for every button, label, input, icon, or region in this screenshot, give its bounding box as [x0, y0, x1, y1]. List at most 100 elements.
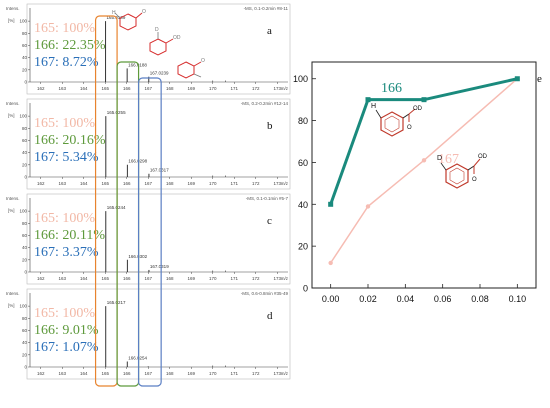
series-167-label: 167 [438, 152, 459, 167]
plot-frame [311, 61, 537, 289]
x-tick-label: 169 [187, 181, 195, 186]
panel-letter: b [267, 120, 273, 132]
x-tick-label: 166 [123, 181, 131, 186]
panel-letter: a [267, 25, 272, 37]
x-tick-label: 168 [166, 86, 174, 91]
y-tick-label: 100 [19, 304, 27, 309]
panel-letter: c [267, 215, 272, 227]
isotope-ratio-label: 166: 22.35% [34, 38, 106, 53]
peak-label: 167.0239 [150, 71, 169, 76]
y-tick-label: 0 [24, 80, 27, 85]
spectrum-header: -MS, 0.1-0.1min #5-7 [246, 196, 289, 201]
x-tick-label: 166 [123, 276, 131, 281]
x-tick-label: 163 [58, 86, 66, 91]
y-tick-label: 40 [22, 150, 28, 155]
x-tick-label: 0.06 [434, 294, 452, 304]
y-tick-label: 60 [298, 158, 308, 168]
y-tick-label: 100 [293, 74, 308, 84]
molecule-166-hd-icon: H OD O [371, 103, 423, 137]
molecule-166-icon: OD D [149, 27, 181, 56]
series-166-point [365, 97, 371, 103]
x-tick-label: 167 [144, 181, 152, 186]
spectrum-panel-d: Intens. [%] -MS, 0.6-0.8min #35-49 0 20 40 60 8… [6, 288, 291, 380]
y-axis-title: Intens. [6, 196, 20, 201]
box-165 [94, 15, 118, 387]
x-tick-label: 169 [187, 86, 195, 91]
y-axis-title: Intens. [6, 101, 20, 106]
isotope-ratio-label: 165: 100% [34, 21, 95, 36]
peak-label: 165.0217 [107, 300, 126, 305]
x-tick-label: 168 [166, 371, 174, 376]
x-tick-label: 173 [273, 371, 281, 376]
x-tick-label: 172 [252, 86, 260, 91]
isotope-ratio-label: 165: 100% [34, 116, 95, 131]
x-tick-label: 173 [273, 86, 281, 91]
series-167-line [330, 78, 518, 264]
d-atom-label: D [437, 155, 442, 162]
x-tick-label: 173 [273, 181, 281, 186]
x-tick-label: 171 [230, 86, 238, 91]
y-axis-unit: [%] [8, 18, 15, 23]
od-atom-label: OD [478, 154, 488, 160]
x-tick-label: 162 [37, 276, 45, 281]
spectrum-header: -MS, 0.6-0.8min #35-49 [241, 291, 289, 296]
x-tick-label: 0.04 [397, 294, 415, 304]
peak-label: 166.0254 [128, 356, 147, 361]
o-atom-label: O [142, 9, 146, 15]
peak-label: 165.0244 [107, 205, 126, 210]
y-tick-label: 60 [22, 43, 28, 48]
x-tick-label: 165 [101, 371, 109, 376]
y-tick-label: 40 [22, 55, 28, 60]
y-tick-label: 0 [303, 284, 308, 294]
od-atom-label: OD [173, 35, 181, 41]
y-tick-label: 100 [19, 209, 27, 214]
spectrum-panel-c: Intens. [%] -MS, 0.1-0.1min #5-7 0 20 40 60 80 1… [6, 193, 291, 285]
x-tick-label: 170 [209, 181, 217, 186]
series-166-label: 166 [381, 81, 402, 96]
o-atom-label: O [407, 125, 412, 131]
isotope-ratio-label: 167: 5.34% [34, 150, 99, 165]
y-tick-label: 40 [22, 245, 28, 250]
x-tick-label: 166 [123, 86, 131, 91]
x-tick-label: 0.02 [359, 294, 377, 304]
panel-frame [26, 193, 291, 285]
x-tick-label: 0.08 [471, 294, 489, 304]
isotope-highlight-boxes [94, 15, 162, 387]
spectrum-panel-b: Intens. [%] -MS, 0.2-0.2min #12-14 0 20 40 60 8… [6, 98, 291, 190]
x-tick-label: 165 [101, 86, 109, 91]
y-axis-title: Intens. [6, 291, 20, 296]
x-tick-label: 167 [144, 276, 152, 281]
h-atom-label: H [112, 10, 116, 16]
h-atom-label: H [371, 103, 376, 110]
y-tick-label: 60 [22, 328, 28, 333]
y-axis-unit: [%] [8, 208, 15, 213]
y-tick-label: 0 [24, 270, 27, 275]
y-tick-label: 60 [22, 233, 28, 238]
box-167 [137, 77, 162, 387]
spectrum-panel-a: Intens. [%] -MS, 0.1-0.2min #8-11 0 20 40 60 80… [6, 3, 291, 95]
x-tick-label: 171 [230, 276, 238, 281]
x-tick-label: 168 [166, 181, 174, 186]
x-tick-label: 167 [144, 371, 152, 376]
x-tick-label: 162 [37, 86, 45, 91]
x-tick-label: 164 [80, 276, 88, 281]
isotope-ratio-label: 165: 100% [34, 211, 95, 226]
y-tick-label: 20 [22, 162, 28, 167]
series-166-line [329, 77, 518, 205]
x-tick-label: 170 [209, 86, 217, 91]
spectrum-header: -MS, 0.1-0.2min #8-11 [244, 6, 289, 11]
x-tick-label: 172 [252, 276, 260, 281]
isotope-ratio-label: 166: 20.16% [34, 133, 106, 148]
y-tick-label: 40 [298, 200, 308, 210]
x-tick-label: 171 [230, 371, 238, 376]
isotope-ratio-label: 165: 100% [34, 306, 95, 321]
x-tick-label: 163 [58, 371, 66, 376]
series-166-point [421, 97, 427, 103]
y-tick-label: 20 [298, 242, 308, 252]
y-axis-unit: [%] [8, 113, 15, 118]
x-axis-unit: m/z [281, 181, 289, 186]
d-atom-label: D [155, 27, 159, 33]
panel-letter: e [537, 73, 542, 85]
x-tick-label: 168 [166, 276, 174, 281]
